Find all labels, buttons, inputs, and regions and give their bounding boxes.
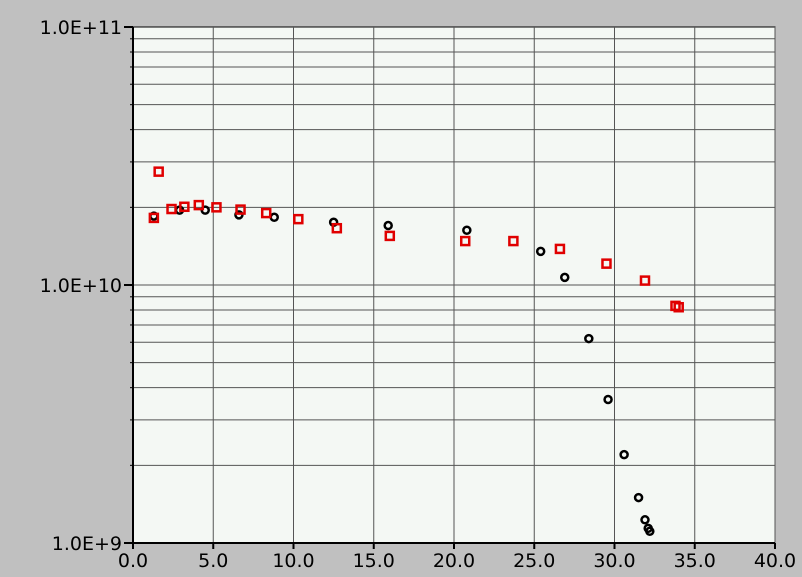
data-point-square — [508, 235, 519, 247]
data-point-square — [554, 243, 566, 255]
x-tick-label: 20.0 — [433, 550, 475, 572]
y-tick-label: 1.0E+11 — [40, 17, 122, 39]
x-tick-label: 40.0 — [754, 550, 796, 572]
y-tick-label: 1.0E+10 — [40, 275, 122, 297]
data-point-circle — [645, 526, 655, 537]
data-point-circle — [640, 515, 650, 525]
data-point-circle — [619, 449, 629, 460]
data-point-square — [235, 204, 246, 215]
data-point-square — [193, 199, 205, 211]
data-points — [148, 166, 684, 537]
data-point-circle — [462, 225, 472, 236]
x-tick-label: 0.0 — [118, 550, 148, 572]
grid — [132, 27, 776, 544]
data-point-square — [179, 201, 190, 213]
data-point-square — [459, 235, 471, 247]
data-point-square — [331, 222, 343, 234]
data-point-circle — [633, 492, 644, 503]
data-point-square — [153, 166, 164, 177]
x-tick-label: 15.0 — [353, 550, 395, 572]
data-point-circle — [535, 246, 546, 257]
y-tick-label: 1.0E+9 — [52, 533, 122, 555]
data-point-square — [293, 213, 304, 225]
data-point-circle — [234, 210, 244, 220]
data-point-circle — [383, 220, 393, 231]
x-tick-label: 35.0 — [674, 550, 716, 572]
x-tick-label: 30.0 — [593, 550, 635, 572]
data-point-square — [639, 275, 651, 286]
x-tick-label: 25.0 — [513, 550, 555, 572]
x-tick-label: 10.0 — [272, 550, 314, 572]
tick-labels: 0.0 5.0 10.0 15.0 20.0 25.0 30.0 35.0 40.0 1.0E+9… — [40, 17, 796, 572]
data-point-square — [384, 230, 396, 242]
data-point-circle — [603, 394, 613, 405]
x-tick-label: 5.0 — [198, 550, 228, 572]
axis-ticks — [124, 26, 776, 549]
data-point-square — [148, 212, 160, 224]
data-point-square — [166, 203, 177, 215]
data-point-square — [260, 207, 272, 219]
data-point-square — [601, 258, 612, 269]
data-point-square — [211, 202, 222, 213]
data-point-circle — [559, 272, 570, 283]
data-point-circle — [584, 333, 594, 344]
data-point-square — [673, 301, 684, 313]
